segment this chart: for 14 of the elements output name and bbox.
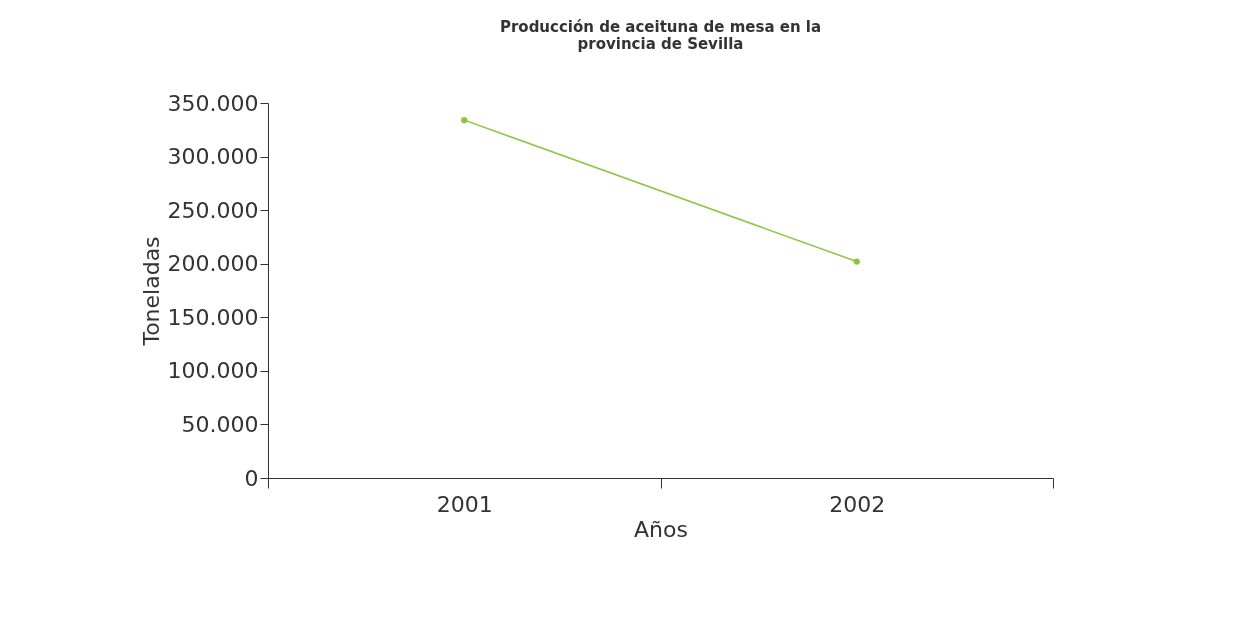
x-axis-title: Años (634, 516, 688, 542)
x-tick-label: 2002 (829, 491, 886, 517)
y-tick-label: 50.000 (181, 411, 259, 437)
y-tick-label: 0 (244, 465, 259, 491)
y-tick-label: 200.000 (167, 251, 259, 277)
text: Producción de aceituna de mesa en la (499, 18, 822, 36)
y-tick-label: 150.000 (167, 304, 259, 330)
text: provincia de Sevilla (577, 35, 744, 53)
y-tick-label: 300.000 (167, 144, 259, 170)
y-tick-label: 100.000 (167, 358, 259, 384)
y-tick-label: 250.000 (167, 197, 259, 223)
x-tick-label: 2001 (436, 491, 493, 517)
y-axis-title: Toneladas (138, 236, 164, 347)
y-tick-label: 350.000 (167, 90, 259, 116)
